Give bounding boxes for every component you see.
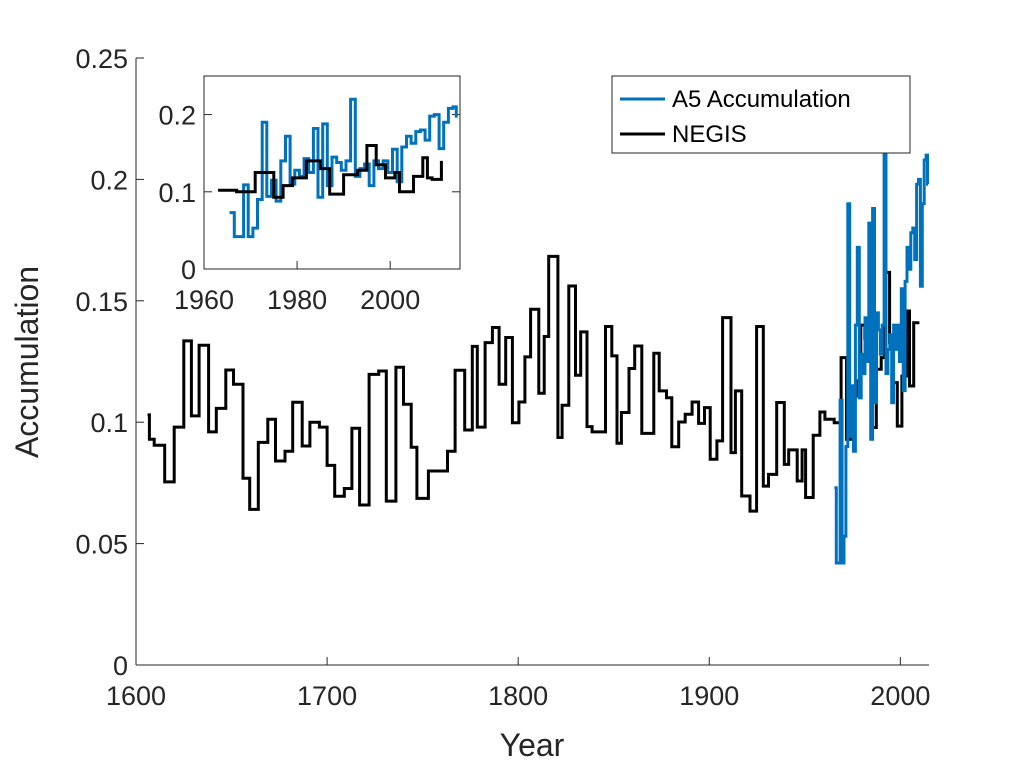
y-tick-label: 0.05 (75, 530, 128, 560)
y-tick-label: 0.25 (75, 44, 128, 74)
series-a5-accumulation (229, 97, 458, 239)
y-tick-label: 0.1 (158, 178, 196, 208)
x-tick-label: 1600 (106, 681, 166, 711)
x-tick-label: 1900 (679, 681, 739, 711)
x-tick-label: 1800 (488, 681, 548, 711)
x-tick-label: 1980 (267, 285, 327, 315)
y-tick-label: 0 (113, 651, 128, 681)
y-tick-label: 0.15 (75, 287, 128, 317)
legend: A5 Accumulation NEGIS (611, 75, 911, 154)
x-tick-label: 2000 (870, 681, 930, 711)
y-tick-label: 0 (181, 255, 196, 285)
legend-label-negis: NEGIS (672, 121, 747, 148)
series-negis (218, 144, 443, 199)
legend-label-a5: A5 Accumulation (672, 86, 851, 113)
y-tick-label: 0.1 (90, 408, 128, 438)
x-tick-label: 2000 (360, 285, 420, 315)
inset-axes: 1960 1980 2000 0 0.1 0.2 (158, 75, 461, 315)
y-tick-label: 0.2 (90, 165, 128, 195)
series-a5-accumulation (834, 129, 929, 565)
legend-box (611, 75, 911, 154)
x-tick-label: 1700 (297, 681, 357, 711)
x-axis-label: Year (500, 727, 565, 763)
y-tick-label: 0.2 (158, 101, 196, 131)
y-axis-label: Accumulation (9, 266, 45, 458)
x-tick-label: 1960 (174, 285, 234, 315)
series-negis (147, 254, 920, 513)
main-axes: 1600 1700 1800 1900 2000 0 0.05 0.1 0.15 0.2 0.25 (75, 44, 930, 711)
